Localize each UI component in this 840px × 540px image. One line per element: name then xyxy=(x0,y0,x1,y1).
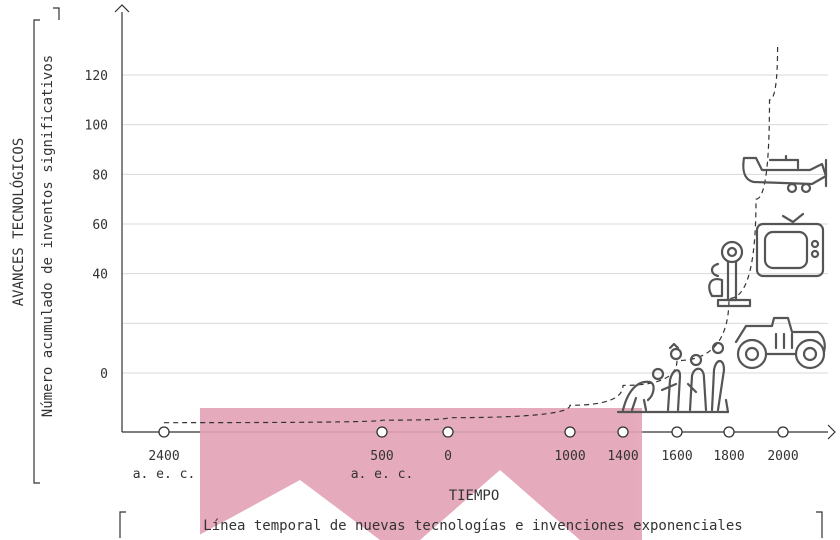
x-tick-label: 2000 xyxy=(767,449,798,464)
caption-bracket-left xyxy=(119,511,126,538)
x-tick-sublabel: a. e. c. xyxy=(351,467,414,482)
y-tick-label: 120 xyxy=(85,69,108,84)
x-axis-title: TIEMPO xyxy=(449,488,500,504)
x-axis-arrow xyxy=(827,424,836,440)
y-tick-label: 0 xyxy=(100,367,108,382)
y-tick-labels: 0 40 60 80 100 120 xyxy=(85,69,108,382)
ylabel-bracket-left xyxy=(33,19,40,484)
x-tick-label: 1400 xyxy=(607,449,638,464)
y-tick-label: 60 xyxy=(92,218,108,233)
x-tick-marker xyxy=(723,426,735,438)
gramophone-icon xyxy=(708,240,752,308)
x-tick-marker xyxy=(671,426,683,438)
ylabel-bracket-top xyxy=(53,7,60,20)
x-tick-marker xyxy=(442,426,454,438)
x-tick-marker xyxy=(376,426,388,438)
grid-lines xyxy=(122,74,828,374)
x-tick-label: 1000 xyxy=(554,449,585,464)
x-tick-marker xyxy=(777,426,789,438)
x-tick-marker xyxy=(617,426,629,438)
x-tick-marker xyxy=(564,426,576,438)
x-tick-label: 1800 xyxy=(713,449,744,464)
caption: Línea temporal de nuevas tecnologías e i… xyxy=(203,518,742,534)
x-tick-label: 2400 xyxy=(148,449,179,464)
caption-bracket-right xyxy=(816,511,823,538)
x-tick-sublabel: a. e. c. xyxy=(133,467,196,482)
x-tick-label: 0 xyxy=(444,449,452,464)
x-tick-label: 500 xyxy=(370,449,393,464)
watermark-shape xyxy=(190,480,380,540)
car-icon xyxy=(734,316,826,370)
watermark-shape xyxy=(420,470,580,540)
x-tick-label: 1600 xyxy=(661,449,692,464)
y-tick-label: 80 xyxy=(92,168,108,183)
evolution-icon xyxy=(616,341,730,414)
x-tick-marker xyxy=(158,426,170,438)
y-axis-title: AVANCES TECNOLÓGICOS xyxy=(9,138,27,307)
y-axis-subtitle: Número acumulado de inventos significati… xyxy=(40,55,56,417)
series-line xyxy=(163,45,779,424)
television-icon xyxy=(755,212,825,278)
airplane-icon xyxy=(742,154,828,194)
y-axis-arrow xyxy=(114,4,130,13)
y-tick-label: 40 xyxy=(92,268,108,283)
x-tick-group: 2400 a. e. c. 500 a. e. c. 0 1000 1400 1600 1800… xyxy=(133,426,799,482)
y-tick-label: 100 xyxy=(85,119,108,134)
